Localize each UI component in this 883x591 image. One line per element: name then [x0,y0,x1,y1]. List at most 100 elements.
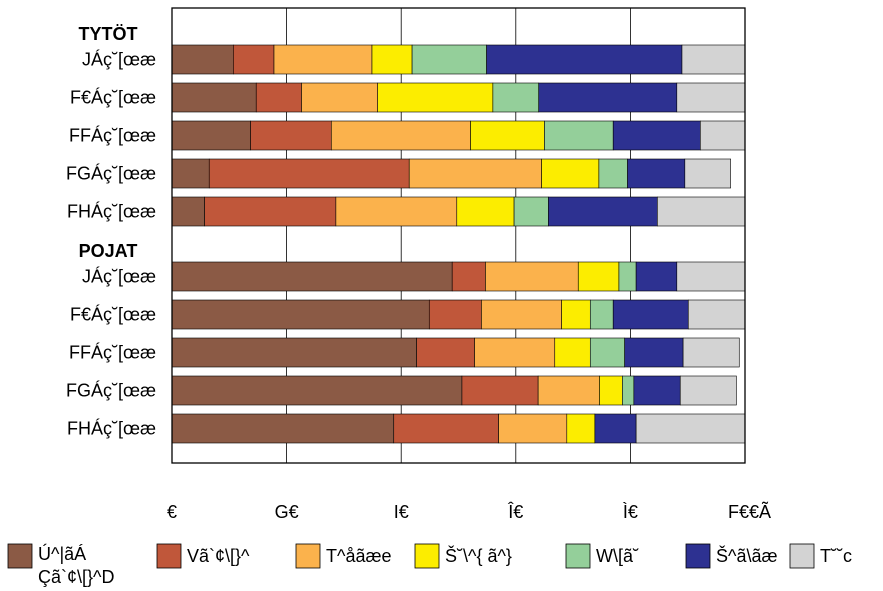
row-label: F€Áç˘[œæ [70,305,156,325]
x-tick-label: € [167,502,177,522]
bar-segment [481,299,562,330]
bar-segment [618,261,637,292]
legend-swatch [156,543,182,569]
group-title: TYTÖT [79,24,138,44]
bar-segment [657,196,746,227]
bar-segment [171,261,453,292]
bar-segment [681,44,746,75]
bar-segment [171,375,463,406]
bar-segment [171,120,251,151]
bar-segment [635,261,678,292]
bar-segment [541,158,600,189]
plot-frame [171,7,746,464]
bar-segment [451,261,486,292]
bar-segment [554,337,591,368]
bar-segment [485,261,579,292]
bar-segment [612,120,701,151]
bar-segment [250,120,332,151]
x-tick-label: I€ [394,502,409,522]
legend-swatch [685,543,711,569]
legend-swatch [295,543,321,569]
bar-segment [635,413,746,444]
bar-segment [171,82,257,113]
legend-label: T^åãæe [326,546,391,566]
bar-segment [679,375,737,406]
bar-segment [301,82,379,113]
bar-segment [633,375,681,406]
x-tick-label: Ì€ [623,502,638,522]
bar-segment [627,158,686,189]
x-tick-labels: € G€ I€ Î€ Ì€ F€€Ã [167,501,771,522]
bar-segment [561,299,591,330]
bar-segment [474,337,556,368]
bar-segment [408,158,542,189]
row-label: FGÁç˘[œæ [66,164,156,184]
bar-segment [255,82,302,113]
bar-segment [594,413,637,444]
bar-segment [548,196,658,227]
row-label: F€Áç˘[œæ [70,88,156,108]
bar-segment [171,299,430,330]
bar-segment [171,158,210,189]
legend-swatch [789,543,815,569]
bar-segment [411,44,487,75]
bar-segment [598,158,628,189]
legend-swatch [414,543,440,569]
bar-segment [700,120,746,151]
bar-segment [171,44,234,75]
bar-segment [393,413,499,444]
bar-segment [492,82,540,113]
bar-segment [470,120,545,151]
x-tick-label: F€€Ã [728,501,771,522]
bar-segment [589,337,625,368]
bars [171,44,746,444]
legend-label: Ú^|ãÁ Çã`¢\[}^D [38,543,114,587]
legend-label: Š˘\^{ ã^} [445,545,512,566]
bar-segment [676,82,746,113]
bar-segment [513,196,549,227]
bar-segment [537,375,600,406]
bar-segment [538,82,678,113]
bar-segment [461,375,539,406]
bar-segment [682,337,740,368]
bar-segment [599,375,623,406]
bar-segment [204,196,337,227]
bar-segment [416,337,475,368]
bar-segment [486,44,683,75]
bar-segment [428,299,482,330]
legend-label: Š^ã\ãæ [716,545,777,566]
row-labels: TYTÖT JÁç˘[œæ F€Áç˘[œæ FFÁç˘[œæ FGÁç˘[œæ FHÁç… [66,24,156,439]
bar-segment [566,413,596,444]
bar-segment [498,413,568,444]
bar-segment [612,299,689,330]
row-label: JÁç˘[œæ [82,267,156,287]
legend-label: Vã`¢\[}^ [187,546,250,566]
bar-segment [622,375,635,406]
bar-segment [684,158,731,189]
bar-segment [456,196,515,227]
group-title: POJAT [79,241,138,261]
bar-segment [676,261,746,292]
x-tick-label: Î€ [507,502,523,522]
bar-segment [544,120,614,151]
bar-segment [589,299,614,330]
row-label: FHÁç˘[œæ [67,202,156,222]
bar-segment [330,120,471,151]
legend-swatch [565,543,591,569]
row-label: FFÁç˘[œæ [69,343,156,363]
bar-segment [171,196,205,227]
bar-segment [371,44,413,75]
x-tick-label: G€ [275,502,299,522]
bar-segment [208,158,410,189]
row-label: FHÁç˘[œæ [67,419,156,439]
bar-segment [624,337,684,368]
bar-segment [335,196,458,227]
bar-segment [377,82,494,113]
row-label: FFÁç˘[œæ [69,126,156,146]
bar-segment [687,299,746,330]
bar-segment [273,44,373,75]
legend-label: T˘˘c [820,546,852,566]
bar-segment [577,261,620,292]
row-label: FGÁç˘[œæ [66,381,156,401]
